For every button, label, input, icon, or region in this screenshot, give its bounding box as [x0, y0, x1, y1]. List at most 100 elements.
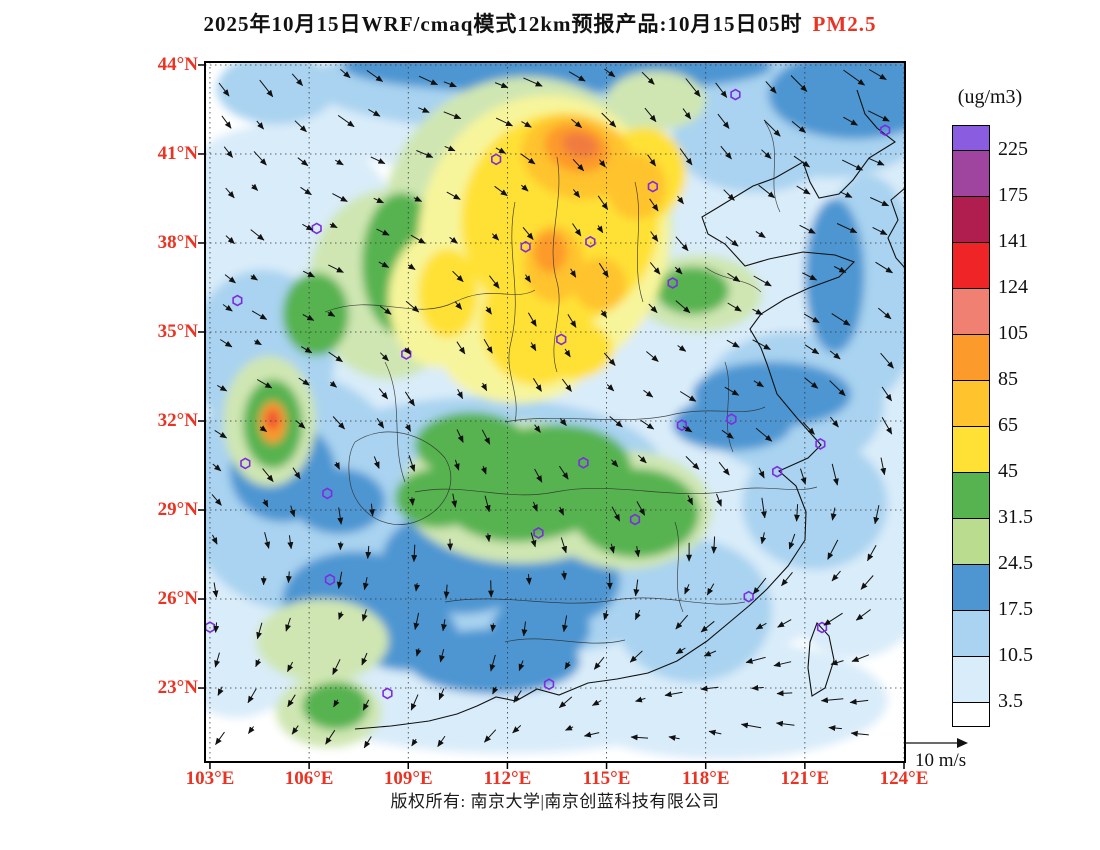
station-marker [490, 153, 502, 166]
wind-arrow [413, 195, 423, 202]
copyright-footer: 版权所有: 南京大学|南京创蓝科技有限公司 [390, 792, 720, 811]
wind-arrow [752, 339, 771, 350]
wind-arrow [647, 154, 657, 167]
wind-arrow [561, 615, 568, 633]
wind-arrow [796, 185, 811, 195]
wind-arrow [839, 191, 853, 198]
wind-arrow [361, 652, 368, 666]
wind-arrow [340, 68, 351, 79]
wind-arrow [775, 720, 795, 727]
wind-arrow [520, 184, 529, 192]
wind-arrow [606, 384, 615, 392]
wind-arrow [675, 614, 689, 630]
wind-arrow [700, 685, 719, 692]
wind-arrow [494, 82, 509, 89]
wind-arrow [532, 501, 538, 512]
wind-arrow [636, 501, 646, 516]
wind-arrow [604, 68, 616, 78]
wind-arrow [449, 236, 458, 244]
wind-arrow [611, 459, 619, 468]
lon-axis-label: 109°E [383, 768, 433, 789]
wind-arrow [534, 424, 541, 433]
wind-arrow [373, 456, 380, 469]
wind-arrow [256, 379, 273, 389]
wind-arrow [439, 649, 445, 663]
wind-arrow [567, 314, 577, 328]
wind-arrow [481, 429, 491, 445]
wind-arrow [456, 429, 464, 443]
station-marker [647, 180, 659, 193]
wind-arrow [635, 696, 646, 703]
wind-arrow [572, 158, 585, 172]
station-marker [578, 456, 589, 469]
map-frame [204, 61, 906, 763]
wind-arrow [727, 272, 741, 283]
legend-color-segment [953, 150, 989, 196]
wind-arrow [369, 503, 375, 517]
province-boundary [634, 181, 644, 303]
station-marker [382, 687, 393, 700]
wind-arrow [513, 690, 522, 703]
wind-arrow [483, 338, 493, 354]
forecast-map [198, 61, 906, 769]
wind-arrow [831, 463, 839, 486]
graticule-layer [205, 62, 905, 762]
province-boundary [764, 121, 781, 213]
wind-arrow [438, 688, 445, 701]
wind-arrow [285, 617, 291, 632]
wind-arrow [409, 497, 416, 506]
wind-arrow [452, 270, 464, 282]
legend-color-segment [953, 564, 989, 610]
legend-level-label: 65 [998, 414, 1018, 436]
lon-axis-label: 118°E [681, 768, 730, 789]
pm25-region [768, 62, 905, 140]
wind-arrow [415, 648, 422, 657]
wind-arrow [560, 537, 568, 554]
wind-arrow [855, 609, 871, 621]
wind-arrow [446, 191, 461, 200]
wind-arrow [751, 684, 764, 691]
wind-arrow [214, 429, 228, 439]
wind-arrow [675, 647, 686, 655]
station-marker [324, 573, 336, 586]
province-boundary [444, 597, 746, 605]
province-boundary [504, 406, 766, 423]
wind-arrow [214, 652, 220, 668]
wind-arrow [561, 378, 572, 392]
wind-arrow [490, 623, 497, 632]
wind-arrow [765, 81, 777, 94]
wind-arrow [522, 226, 534, 240]
lat-axis-label: 44°N [157, 53, 198, 75]
lat-axis-label: 41°N [157, 142, 198, 164]
wind-arrow [745, 656, 766, 664]
lat-axis-label: 32°N [157, 410, 198, 431]
wind-arrow [287, 661, 294, 673]
pm25-region [556, 640, 888, 760]
pm25-region [656, 266, 729, 315]
wind-arrow [259, 79, 274, 98]
wind-arrow [776, 690, 793, 697]
wind-arrow [302, 314, 315, 321]
wind-arrow [800, 468, 807, 485]
wind-arrow [561, 570, 567, 581]
wind-arrow [752, 308, 763, 316]
wind-arrow [332, 659, 341, 675]
wind-arrow [437, 735, 446, 748]
boundary-layer [324, 89, 905, 730]
wind-arrow [720, 145, 732, 160]
wind-arrow [221, 115, 232, 129]
wind-arrow [413, 612, 420, 630]
wind-arrow [723, 189, 735, 201]
wind-arrow [674, 266, 683, 275]
wind-arrow [606, 573, 613, 590]
legend-level-label: 105 [998, 322, 1028, 344]
wind-arrow [295, 420, 306, 429]
wind-arrow [447, 538, 454, 551]
province-boundary [384, 361, 406, 483]
pm25-region [292, 468, 386, 534]
wind-arrow [366, 69, 384, 82]
pm25-region [282, 272, 349, 356]
wind-arrow [298, 377, 310, 386]
wind-arrow [333, 699, 340, 708]
